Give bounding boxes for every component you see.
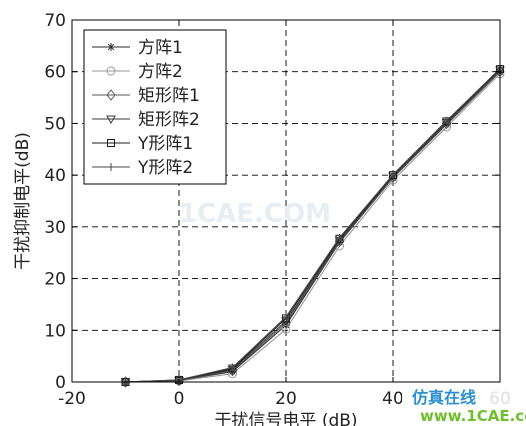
data-point: [228, 363, 237, 372]
y-tick-label: 70: [44, 11, 66, 31]
legend-item: 矩形阵2: [92, 110, 200, 130]
series-line: [125, 73, 501, 383]
legend: 方阵1 方阵2 矩形阵1 矩形阵2 Y形阵1 Y形阵2: [83, 29, 227, 185]
y-tick-label: 50: [44, 114, 66, 134]
x-tick-label: -20: [58, 389, 86, 409]
data-point: [442, 116, 451, 125]
series-line: [125, 68, 501, 383]
legend-marker: [106, 115, 116, 125]
site-logo: 仿真在线 www.1CAE.com: [402, 386, 526, 426]
legend-marker: [107, 139, 115, 147]
y-tick-label: 60: [44, 63, 66, 83]
legend-marker: [107, 163, 115, 171]
logo-site-text: www.1CAE.com: [420, 407, 526, 425]
legend-item: 方阵1: [92, 38, 183, 58]
logo-chinese-text: 仿真在线: [412, 388, 476, 407]
y-tick-label: 20: [44, 270, 66, 290]
y-tick-label: 0: [55, 373, 66, 393]
data-point: [389, 170, 397, 179]
x-tick-label: 40: [382, 389, 404, 409]
y-tick-label: 30: [44, 218, 66, 238]
legend-label: Y形阵1: [137, 134, 193, 154]
y-tick-label: 10: [44, 321, 66, 341]
legend-label: 方阵2: [138, 62, 183, 82]
legend-item: 矩形阵1: [92, 86, 200, 106]
data-point: [335, 233, 344, 242]
watermark-center: 1CAE.COM: [179, 199, 331, 229]
legend-label: Y形阵2: [137, 158, 193, 178]
y-tick-label: 40: [44, 166, 66, 186]
legend-marker: [106, 89, 116, 101]
legend-item: Y形阵2: [92, 158, 193, 178]
y-axis-label: 干扰抑制电平(dB): [13, 132, 33, 270]
series-line: [125, 69, 501, 383]
legend-item: 方阵2: [92, 62, 183, 82]
legend-box: [83, 29, 227, 185]
legend-label: 矩形阵1: [138, 86, 200, 106]
legend-label: 矩形阵2: [138, 110, 200, 130]
axis-ticks: -200204060010203040506070: [44, 11, 510, 409]
x-tick-label: 20: [275, 389, 297, 409]
x-tick-label: 0: [174, 389, 185, 409]
legend-marker: [107, 43, 115, 51]
x-axis-label: 干扰信号电平 (dB): [214, 411, 357, 426]
data-point: [282, 312, 290, 321]
legend-label: 方阵1: [138, 38, 183, 58]
legend-item: Y形阵1: [92, 134, 193, 154]
legend-marker: [106, 66, 116, 76]
